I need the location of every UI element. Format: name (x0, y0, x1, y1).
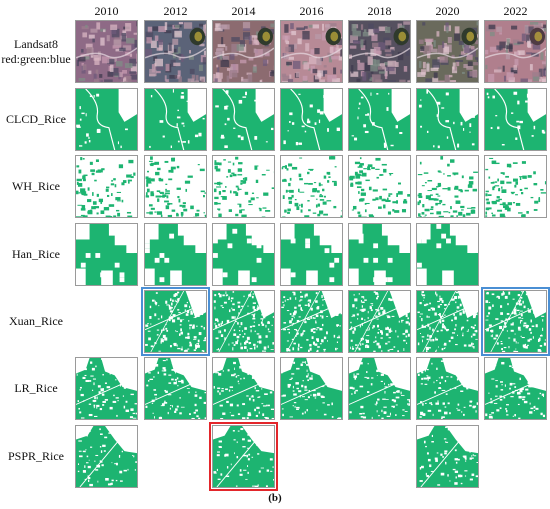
xuan-map-2014 (212, 290, 275, 353)
figure-caption: (b) (268, 492, 282, 504)
row-label-clcd: CLCD_Rice (0, 112, 72, 127)
lr-map-2020 (416, 357, 479, 420)
row-label-landsat: Landsat8 red:green:blue (0, 37, 72, 67)
row-label-text: Landsat8 (14, 36, 58, 51)
lr-map-2018 (348, 357, 411, 420)
landsat-map-2022 (484, 20, 547, 83)
landsat-map-2016 (280, 20, 343, 83)
row-label-text: Xuan_Rice (9, 314, 63, 328)
wh-map-2010 (75, 155, 138, 218)
year-header-2018: 2018 (367, 4, 392, 18)
han-map-2020 (416, 223, 479, 286)
wh-map-2012 (144, 155, 207, 218)
clcd-map-2018 (348, 88, 411, 151)
clcd-map-2012 (144, 88, 207, 151)
xuan-map-2022 (484, 290, 547, 353)
clcd-map-2016 (280, 88, 343, 151)
landsat-map-2010 (75, 20, 138, 83)
clcd-map-2010 (75, 88, 138, 151)
pspr-map-2020 (416, 425, 479, 488)
row-label-text: Han_Rice (12, 247, 60, 261)
wh-map-2014 (212, 155, 275, 218)
lr-map-2012 (144, 357, 207, 420)
year-header-2014: 2014 (231, 4, 256, 18)
lr-map-2016 (280, 357, 343, 420)
lr-map-2022 (484, 357, 547, 420)
row-label-lr: LR_Rice (0, 381, 72, 396)
highlight-frame-red (209, 422, 278, 491)
highlight-frame-blue (141, 287, 210, 356)
wh-map-2018 (348, 155, 411, 218)
han-map-2012 (144, 223, 207, 286)
clcd-map-2020 (416, 88, 479, 151)
landsat-map-2012 (144, 20, 207, 83)
row-label-text: WH_Rice (12, 179, 60, 193)
row-label-han: Han_Rice (0, 247, 72, 262)
lr-map-2010 (75, 357, 138, 420)
xuan-map-2012 (144, 290, 207, 353)
row-label-text: PSPR_Rice (7, 449, 64, 463)
pspr-map-2010 (75, 425, 138, 488)
wh-map-2022 (484, 155, 547, 218)
lr-map-2014 (212, 357, 275, 420)
row-label-subtext: red:green:blue (1, 51, 71, 66)
han-map-2018 (348, 223, 411, 286)
year-header-2016: 2016 (299, 4, 324, 18)
wh-map-2016 (280, 155, 343, 218)
han-map-2010 (75, 223, 138, 286)
row-label-pspr: PSPR_Rice (0, 449, 72, 464)
row-label-text: CLCD_Rice (6, 112, 66, 126)
han-map-2014 (212, 223, 275, 286)
year-header-2020: 2020 (435, 4, 460, 18)
year-header-2012: 2012 (163, 4, 188, 18)
row-label-xuan: Xuan_Rice (0, 314, 72, 329)
year-header-2022: 2022 (503, 4, 528, 18)
row-label-wh: WH_Rice (0, 179, 72, 194)
xuan-map-2016 (280, 290, 343, 353)
landsat-map-2020 (416, 20, 479, 83)
xuan-map-2020 (416, 290, 479, 353)
clcd-map-2014 (212, 88, 275, 151)
pspr-map-2014 (212, 425, 275, 488)
landsat-map-2014 (212, 20, 275, 83)
clcd-map-2022 (484, 88, 547, 151)
highlight-frame-blue (481, 287, 550, 356)
year-header-2010: 2010 (94, 4, 119, 18)
han-map-2016 (280, 223, 343, 286)
row-label-text: LR_Rice (14, 381, 58, 395)
xuan-map-2018 (348, 290, 411, 353)
wh-map-2020 (416, 155, 479, 218)
landsat-map-2018 (348, 20, 411, 83)
